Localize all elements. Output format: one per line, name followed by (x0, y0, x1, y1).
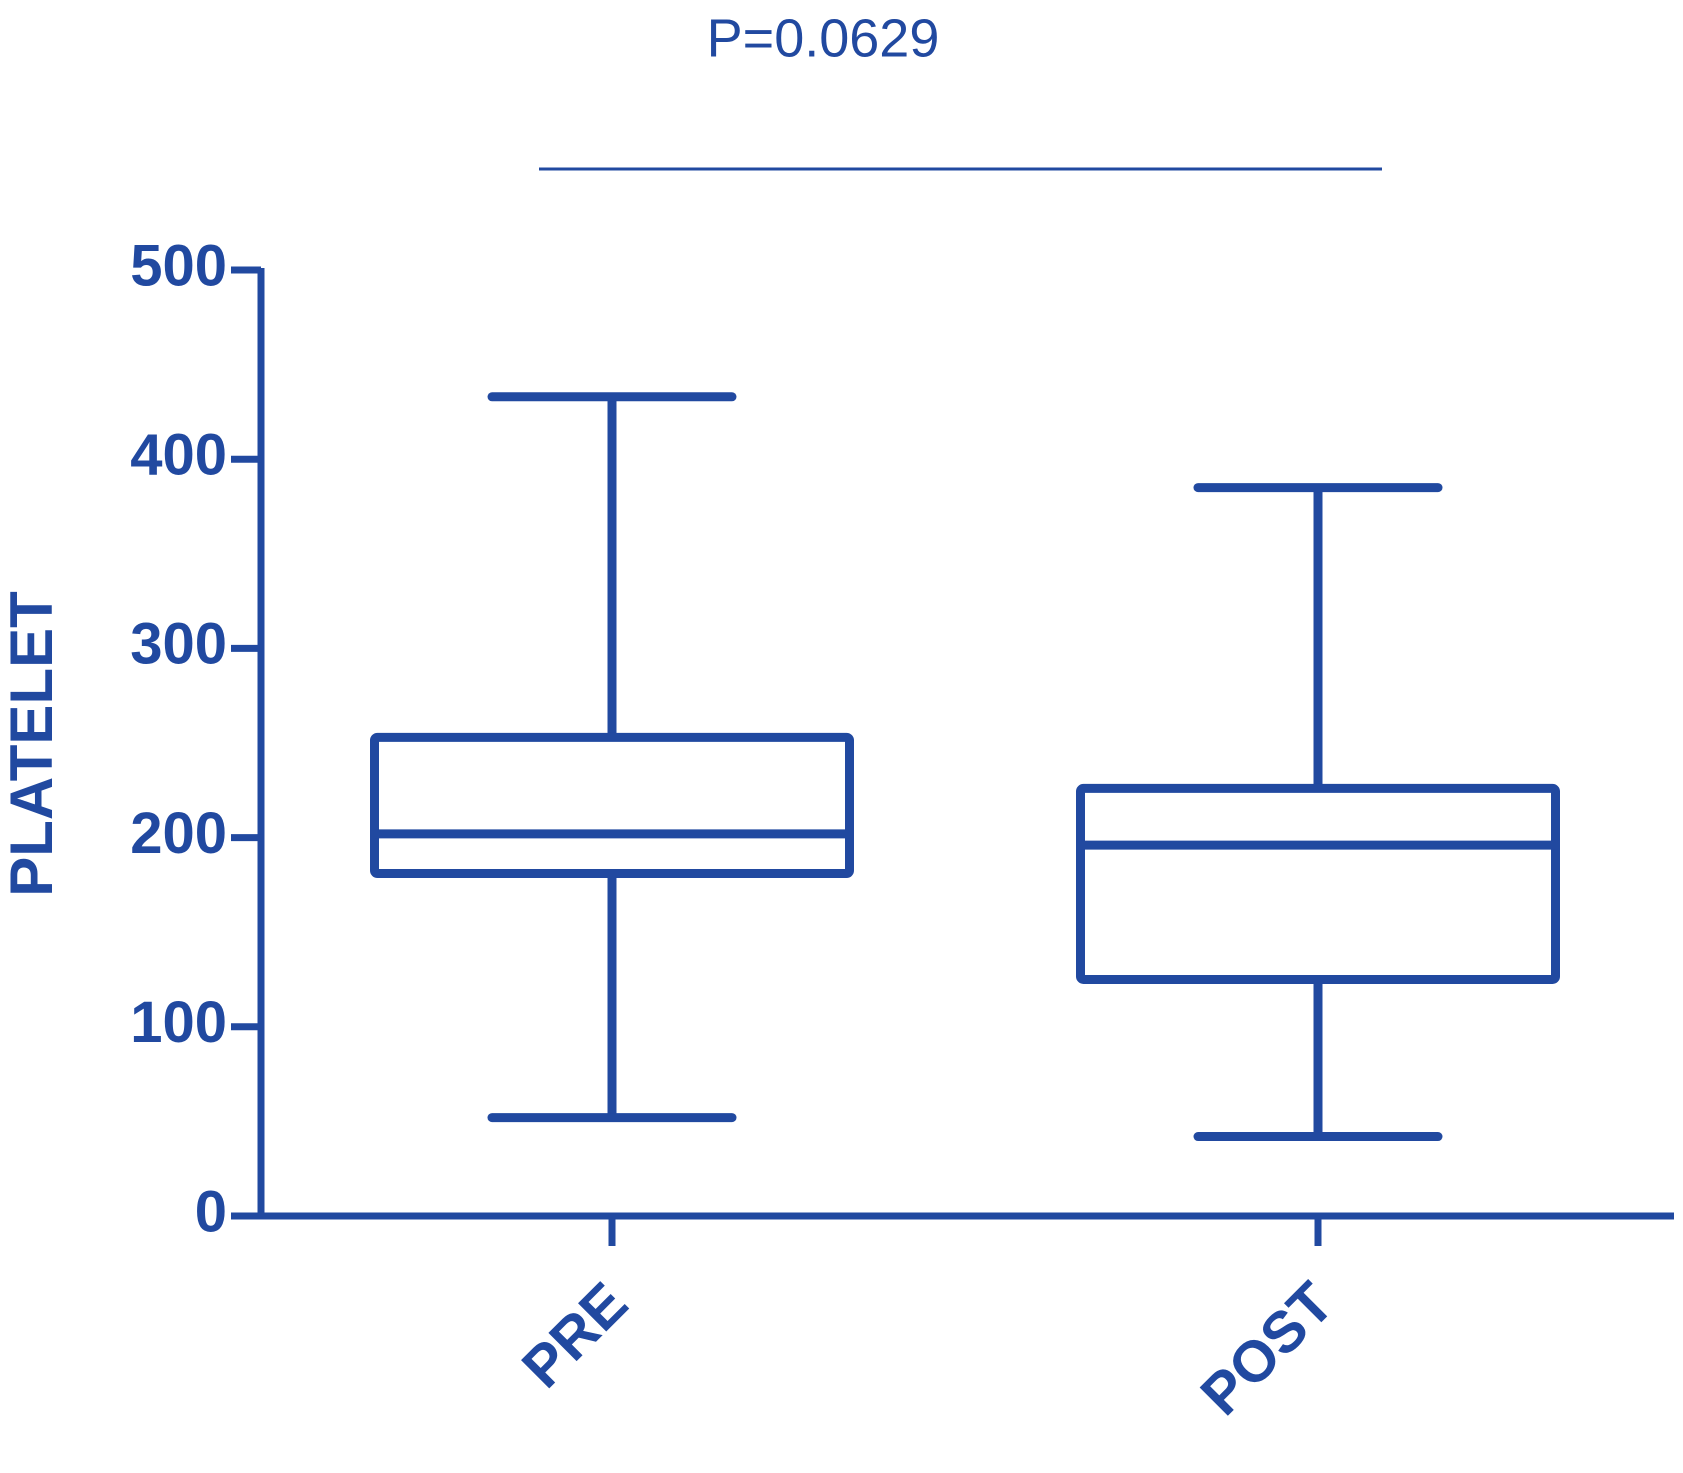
y-tick-label: 100 (130, 990, 227, 1055)
y-tick-label: 0 (195, 1179, 227, 1244)
y-tick-label: 400 (130, 423, 227, 488)
box (1076, 783, 1560, 985)
x-tick-label: PRE (510, 1270, 640, 1400)
y-axis-label: PLATELET (0, 591, 65, 897)
y-tick-label: 200 (130, 801, 227, 866)
p-value-annotation: P=0.0629 (707, 8, 940, 68)
y-tick-label: 500 (130, 233, 227, 298)
box (370, 732, 854, 879)
y-tick-label: 300 (130, 612, 227, 677)
x-tick-label: POST (1188, 1270, 1346, 1428)
